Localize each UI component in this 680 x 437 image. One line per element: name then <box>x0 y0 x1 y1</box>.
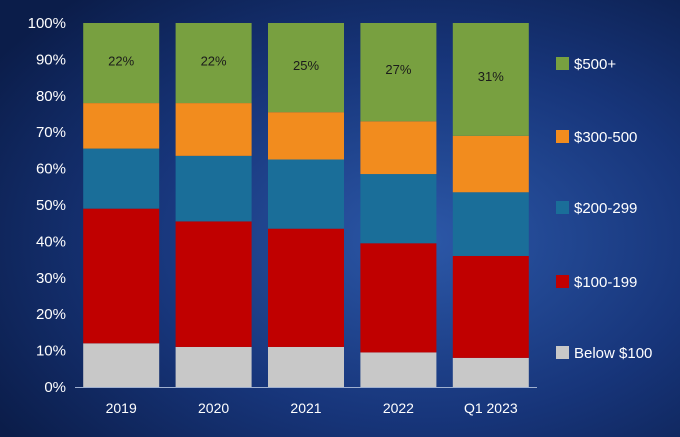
y-tick-label-30: 30% <box>36 270 66 287</box>
legend-label-below-100: Below $100 <box>574 345 652 362</box>
data-label-q1-2023: 31% <box>478 69 504 84</box>
y-tick-label-100: 100% <box>28 15 66 32</box>
plot-area: 22% 22% 25% 27% 31% <box>83 23 529 387</box>
y-tick-label-60: 60% <box>36 161 66 178</box>
legend-label-500: $500+ <box>574 56 616 73</box>
bar-segment-2021-500 <box>268 23 344 113</box>
bar-segment-2021-200-299 <box>268 159 344 229</box>
bar-segment-2022-below-100 <box>360 352 437 387</box>
bar-segment-2022-100-199 <box>360 243 437 353</box>
data-label-2019: 22% <box>108 53 134 68</box>
y-tick-label-70: 70% <box>36 124 66 141</box>
bar-segment-2021-300-500 <box>268 112 344 160</box>
bar-segment-q1-2023-200-299 <box>452 192 529 256</box>
x-tick-label-2021: 2021 <box>290 400 321 416</box>
bar-segment-q1-2023-500 <box>452 23 529 136</box>
bar-segment-2019-500 <box>83 23 160 104</box>
data-label-2021: 25% <box>293 58 319 73</box>
legend: $500+ $300-500 $200-299 $100-199 Below $100 <box>556 56 652 362</box>
legend-label-300-500: $300-500 <box>574 129 637 146</box>
x-tick-label-q1-2023: Q1 2023 <box>464 400 518 416</box>
bar-segment-2021-below-100 <box>268 346 344 387</box>
legend-swatch-300-500 <box>556 130 569 143</box>
bar-segment-2022-300-500 <box>360 121 437 175</box>
bar-segment-2019-below-100 <box>83 343 160 387</box>
bar-segment-q1-2023-below-100 <box>452 357 529 387</box>
bar-segment-2019-300-500 <box>83 103 160 149</box>
x-axis: 2019 2020 2021 2022 Q1 2023 <box>75 387 537 416</box>
bar-segment-2020-200-299 <box>175 155 252 222</box>
legend-swatch-500 <box>556 57 569 70</box>
x-tick-label-2020: 2020 <box>198 400 229 416</box>
legend-label-200-299: $200-299 <box>574 200 637 217</box>
legend-swatch-100-199 <box>556 275 569 288</box>
y-tick-label-20: 20% <box>36 306 66 323</box>
bar-segment-2020-below-100 <box>175 346 252 387</box>
bar-segment-2020-500 <box>175 23 252 104</box>
bar-segment-2021-100-199 <box>268 228 344 347</box>
bar-segment-2022-200-299 <box>360 174 437 244</box>
y-tick-label-0: 0% <box>44 379 66 396</box>
y-tick-label-80: 80% <box>36 88 66 105</box>
data-label-2022: 27% <box>385 62 411 77</box>
y-tick-label-50: 50% <box>36 197 66 214</box>
legend-swatch-200-299 <box>556 201 569 214</box>
data-label-2020: 22% <box>201 53 227 68</box>
x-tick-label-2019: 2019 <box>106 400 137 416</box>
bar-segment-2022-500 <box>360 23 437 122</box>
bar-segment-2019-100-199 <box>83 208 160 344</box>
y-tick-label-90: 90% <box>36 51 66 68</box>
y-tick-label-10: 10% <box>36 343 66 360</box>
y-tick-label-40: 40% <box>36 233 66 250</box>
bar-segment-2019-200-299 <box>83 148 160 209</box>
bar-segment-q1-2023-300-500 <box>452 135 529 193</box>
bar-segment-2020-100-199 <box>175 221 252 347</box>
y-axis: 0% 10% 20% 30% 40% 50% 60% 70% 80% 90% 100% <box>28 15 66 396</box>
bar-segment-q1-2023-100-199 <box>452 255 529 358</box>
legend-swatch-below-100 <box>556 346 569 359</box>
x-tick-label-2022: 2022 <box>383 400 414 416</box>
legend-label-100-199: $100-199 <box>574 274 637 291</box>
bar-segment-2020-300-500 <box>175 103 252 156</box>
